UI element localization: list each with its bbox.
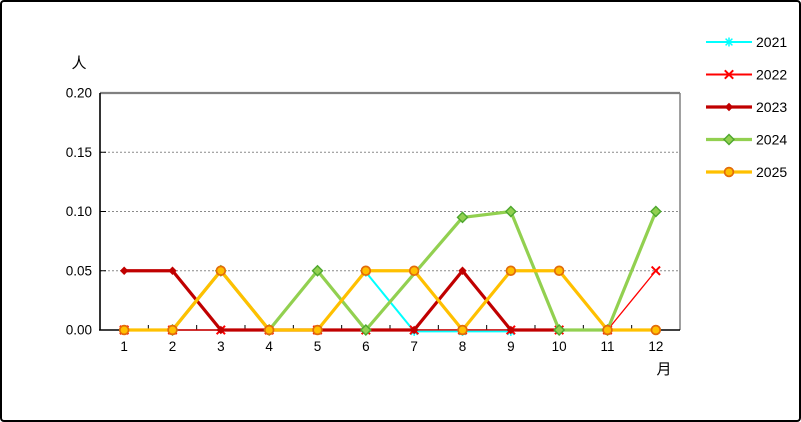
x-tick-label: 1 xyxy=(120,339,128,354)
circle-marker xyxy=(602,324,613,336)
circle-marker xyxy=(650,324,662,336)
legend-label: 2021 xyxy=(756,34,787,50)
legend-label: 2022 xyxy=(756,67,787,83)
circle-marker xyxy=(263,324,275,336)
x-tick-label: 5 xyxy=(314,339,322,354)
x-tick-label: 6 xyxy=(362,339,370,354)
legend: 2021 2022 2023 2024 2025 xyxy=(706,34,787,180)
legend-entry-2025[interactable]: 2025 xyxy=(706,164,787,180)
diamond-filled-marker xyxy=(216,325,226,335)
series-line-2025 xyxy=(122,269,658,332)
x-tick-label: 10 xyxy=(552,339,567,354)
x-tick-label: 3 xyxy=(217,339,225,354)
diamond-marker xyxy=(359,324,372,336)
asterisk-marker xyxy=(725,38,733,46)
diamond-marker xyxy=(649,205,662,218)
diamond-filled-marker xyxy=(119,266,129,275)
circle-marker xyxy=(553,265,565,277)
y-tick-label: 0.20 xyxy=(66,86,92,101)
legend-label: 2024 xyxy=(756,132,787,148)
circle-marker xyxy=(408,265,420,277)
x-tick-label: 4 xyxy=(265,339,273,354)
y-tick-label: 0.10 xyxy=(66,204,92,219)
diamond-marker xyxy=(456,211,469,224)
circle-marker xyxy=(167,324,178,336)
series-2025 xyxy=(118,265,662,336)
circle-marker xyxy=(505,265,517,277)
circle-marker xyxy=(215,265,227,277)
legend-entry-2022[interactable]: 2022 xyxy=(706,67,787,83)
x-tick-label: 12 xyxy=(648,339,663,354)
circle-marker xyxy=(723,166,735,178)
diamond-filled-marker xyxy=(409,325,419,335)
legend-label: 2023 xyxy=(756,99,787,115)
y-axis-title: 人 xyxy=(71,55,86,72)
circle-marker xyxy=(360,265,372,277)
x-axis-title: 月 xyxy=(656,361,671,378)
legend-label: 2025 xyxy=(756,164,787,180)
circle-marker xyxy=(457,324,468,336)
x-marker xyxy=(650,265,661,276)
diamond-filled-marker xyxy=(724,102,734,112)
diamond-marker xyxy=(553,324,566,336)
x-tick-label: 11 xyxy=(600,339,614,354)
x-tick-label: 2 xyxy=(169,339,177,354)
legend-entry-2023[interactable]: 2023 xyxy=(706,99,787,115)
x-tick-label: 7 xyxy=(410,339,418,354)
diamond-filled-marker xyxy=(168,266,177,275)
circle-marker xyxy=(118,324,130,336)
y-tick-label: 0.05 xyxy=(66,263,92,278)
legend-entry-2021[interactable]: 2021 xyxy=(706,34,787,50)
diamond-marker xyxy=(723,133,735,146)
circle-marker xyxy=(312,324,323,336)
legend-entry-2024[interactable]: 2024 xyxy=(706,132,787,148)
y-tick-label: 0.15 xyxy=(66,145,92,160)
x-tick-label: 8 xyxy=(459,339,467,354)
diamond-marker xyxy=(504,205,517,218)
x-tick-label: 9 xyxy=(507,339,515,354)
y-tick-label: 0.00 xyxy=(66,323,92,338)
x-marker xyxy=(724,69,734,80)
diamond-filled-marker xyxy=(458,266,467,275)
diamond-marker xyxy=(311,264,324,277)
